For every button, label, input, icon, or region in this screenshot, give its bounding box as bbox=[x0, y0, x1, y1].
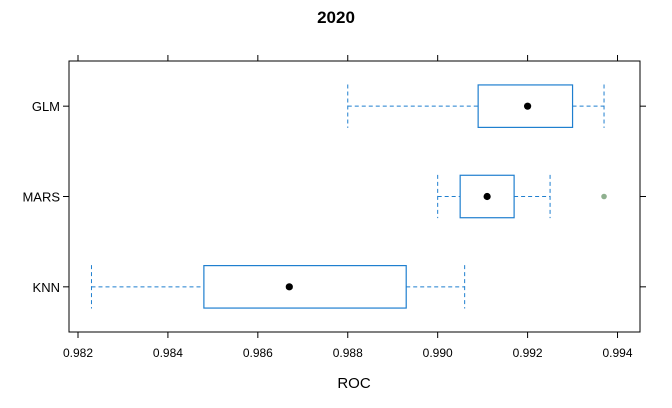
x-tick-label: 0.992 bbox=[513, 346, 543, 360]
glm-box bbox=[477, 84, 574, 128]
x-axis-label: ROC bbox=[337, 375, 371, 392]
mars-outlier-point bbox=[601, 193, 607, 200]
y-tick-label-glm: GLM bbox=[32, 99, 60, 114]
plot-frame bbox=[68, 60, 641, 333]
mars-median-point bbox=[483, 192, 491, 201]
y-tick-label-knn: KNN bbox=[33, 280, 60, 295]
x-tick-label: 0.986 bbox=[243, 346, 273, 360]
x-tick-label: 0.984 bbox=[153, 346, 183, 360]
knn-box bbox=[203, 265, 407, 309]
chart-title: 2020 bbox=[317, 8, 355, 27]
x-tick-label: 0.990 bbox=[423, 346, 453, 360]
mars-box bbox=[459, 174, 515, 219]
x-tick-label: 0.994 bbox=[603, 346, 633, 360]
x-tick-label: 0.982 bbox=[63, 346, 93, 360]
knn-median-point bbox=[285, 283, 293, 291]
x-tick-label: 0.988 bbox=[333, 346, 363, 360]
glm-median-point bbox=[523, 102, 532, 110]
y-tick-label-mars: MARS bbox=[22, 190, 60, 205]
